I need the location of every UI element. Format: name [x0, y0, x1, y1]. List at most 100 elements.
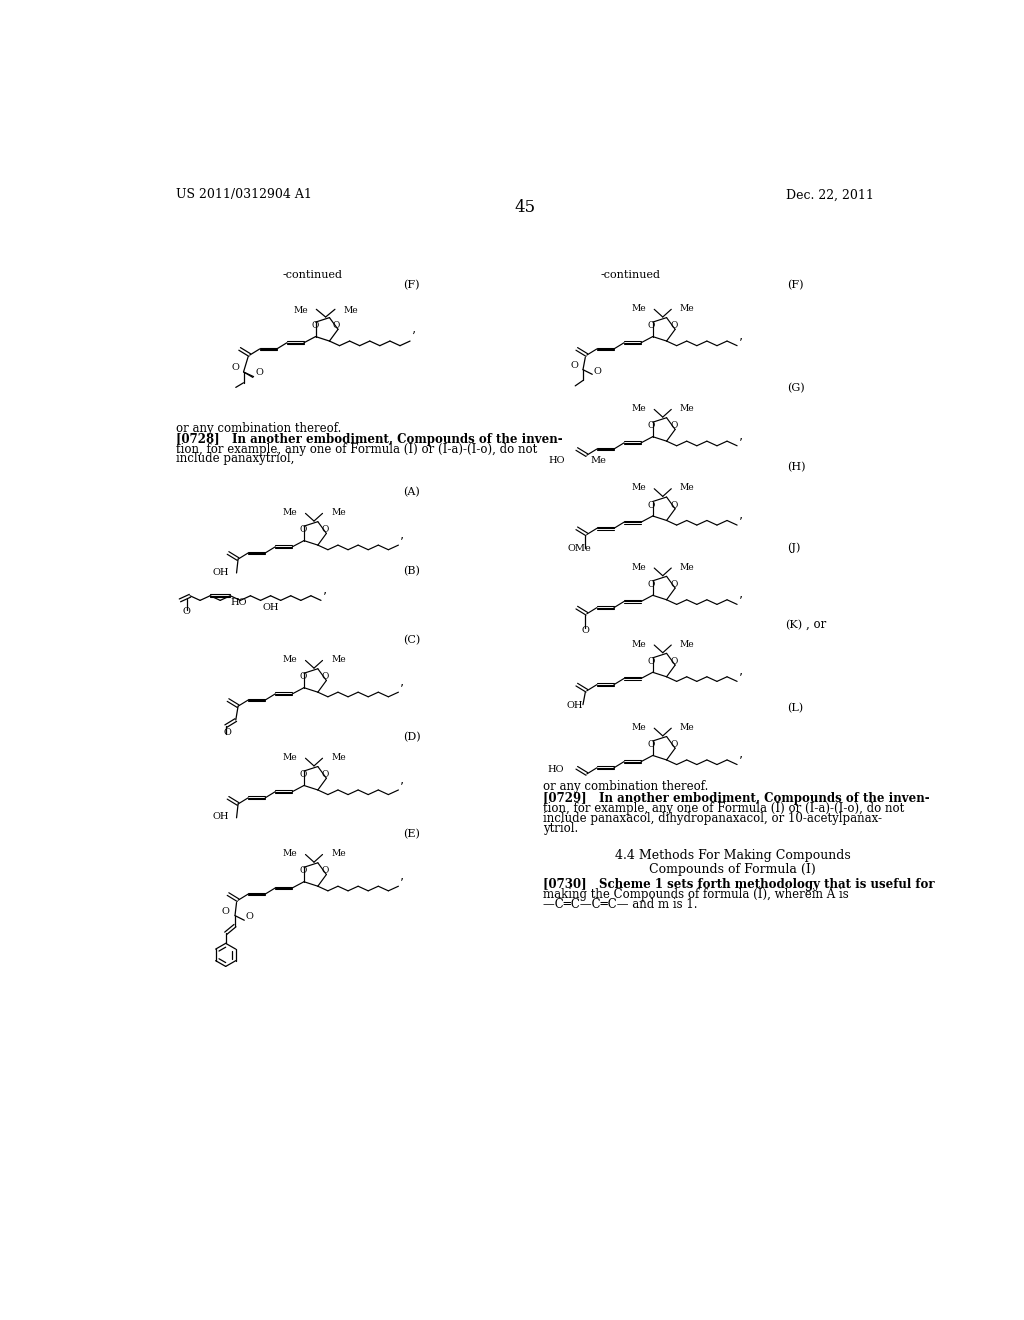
- Text: ytriol.: ytriol.: [543, 822, 578, 836]
- Text: Compounds of Formula (I): Compounds of Formula (I): [649, 863, 816, 876]
- Text: -continued: -continued: [283, 269, 343, 280]
- Text: Me: Me: [293, 306, 308, 315]
- Text: Me: Me: [631, 404, 646, 413]
- Text: O: O: [311, 321, 318, 330]
- Text: (D): (D): [403, 733, 421, 743]
- Text: 4.4 Methods For Making Compounds: 4.4 Methods For Making Compounds: [614, 849, 850, 862]
- Text: (C): (C): [403, 635, 421, 645]
- Text: ’: ’: [323, 590, 327, 603]
- Text: (A): (A): [403, 487, 420, 498]
- Text: O: O: [648, 421, 655, 430]
- Text: O: O: [322, 866, 329, 875]
- Text: 45: 45: [514, 199, 536, 216]
- Text: [0729]   In another embodiment, Compounds of the inven-: [0729] In another embodiment, Compounds …: [543, 792, 929, 805]
- Text: O: O: [582, 626, 589, 635]
- Text: or any combination thereof.: or any combination thereof.: [543, 780, 708, 793]
- Text: ’: ’: [738, 672, 742, 684]
- Text: Me: Me: [591, 455, 606, 465]
- Text: O: O: [648, 657, 655, 665]
- Text: Me: Me: [680, 640, 694, 648]
- Text: (L): (L): [786, 704, 803, 713]
- Text: tion, for example, any one of Formula (I) or (I-a)-(I-o), do not: tion, for example, any one of Formula (I…: [543, 803, 904, 816]
- Text: O: O: [333, 321, 340, 330]
- Text: Me: Me: [331, 849, 346, 858]
- Text: or any combination thereof.: or any combination thereof.: [176, 422, 341, 434]
- Text: O: O: [231, 363, 240, 372]
- Text: Me: Me: [283, 849, 297, 858]
- Text: OH: OH: [212, 568, 228, 577]
- Text: HO: HO: [547, 766, 563, 775]
- Text: OMe: OMe: [567, 544, 591, 553]
- Text: O: O: [648, 579, 655, 589]
- Text: (F): (F): [403, 280, 420, 290]
- Text: Me: Me: [680, 304, 694, 313]
- Text: include panaxacol, dihydropanaxacol, or 10-acetylpanax-: include panaxacol, dihydropanaxacol, or …: [543, 812, 882, 825]
- Text: Me: Me: [631, 304, 646, 313]
- Text: O: O: [322, 770, 329, 779]
- Text: —C═C—C═C— and m is 1.: —C═C—C═C— and m is 1.: [543, 899, 697, 911]
- Text: ’: ’: [738, 755, 742, 767]
- Text: ’: ’: [738, 594, 742, 607]
- Text: ’: ’: [738, 436, 742, 449]
- Text: O: O: [183, 607, 190, 616]
- Text: OH: OH: [262, 603, 279, 611]
- Text: (E): (E): [403, 829, 420, 840]
- Text: Me: Me: [331, 508, 346, 517]
- Text: O: O: [648, 741, 655, 748]
- Text: ’: ’: [738, 335, 742, 348]
- Text: ’: ’: [400, 535, 404, 548]
- Text: O: O: [593, 367, 601, 376]
- Text: O: O: [299, 770, 306, 779]
- Text: ’: ’: [412, 331, 416, 345]
- Text: Me: Me: [680, 404, 694, 413]
- Text: include panaxytriol,: include panaxytriol,: [176, 451, 295, 465]
- Text: O: O: [223, 729, 231, 738]
- Text: O: O: [671, 421, 678, 430]
- Text: -continued: -continued: [601, 269, 660, 280]
- Text: Me: Me: [631, 640, 646, 648]
- Text: (B): (B): [403, 566, 420, 577]
- Text: O: O: [222, 907, 229, 916]
- Text: (K): (K): [785, 620, 803, 630]
- Text: Me: Me: [631, 562, 646, 572]
- Text: [0728]   In another embodiment, Compounds of the inven-: [0728] In another embodiment, Compounds …: [176, 433, 562, 446]
- Text: O: O: [671, 741, 678, 748]
- Text: Dec. 22, 2011: Dec. 22, 2011: [785, 189, 873, 202]
- Text: O: O: [322, 525, 329, 535]
- Text: ’: ’: [738, 515, 742, 528]
- Text: Me: Me: [343, 306, 358, 315]
- Text: O: O: [671, 321, 678, 330]
- Text: Me: Me: [680, 562, 694, 572]
- Text: (F): (F): [786, 280, 803, 290]
- Text: (H): (H): [786, 462, 805, 473]
- Text: Me: Me: [631, 483, 646, 492]
- Text: Me: Me: [283, 752, 297, 762]
- Text: O: O: [255, 368, 263, 378]
- Text: O: O: [322, 672, 329, 681]
- Text: O: O: [648, 500, 655, 510]
- Text: O: O: [671, 579, 678, 589]
- Text: making the Compounds of formula (I), wherein A is: making the Compounds of formula (I), whe…: [543, 888, 848, 902]
- Text: OH: OH: [212, 812, 228, 821]
- Text: ’: ’: [400, 780, 404, 793]
- Text: Me: Me: [680, 483, 694, 492]
- Text: Me: Me: [331, 752, 346, 762]
- Text: HO: HO: [549, 455, 565, 465]
- Text: Me: Me: [331, 655, 346, 664]
- Text: [0730]   Scheme 1 sets forth methodology that is useful for: [0730] Scheme 1 sets forth methodology t…: [543, 878, 934, 891]
- Text: tion, for example, any one of Formula (I) or (I-a)-(I-o), do not: tion, for example, any one of Formula (I…: [176, 442, 538, 455]
- Text: (J): (J): [786, 543, 800, 553]
- Text: , or: , or: [806, 618, 826, 631]
- Text: O: O: [299, 672, 306, 681]
- Text: O: O: [648, 321, 655, 330]
- Text: O: O: [299, 525, 306, 535]
- Text: Me: Me: [631, 723, 646, 731]
- Text: US 2011/0312904 A1: US 2011/0312904 A1: [176, 189, 312, 202]
- Text: OH: OH: [567, 701, 584, 710]
- Text: ’: ’: [400, 682, 404, 696]
- Text: (G): (G): [786, 383, 805, 393]
- Text: O: O: [671, 657, 678, 665]
- Text: ’: ’: [400, 876, 404, 890]
- Text: O: O: [299, 866, 306, 875]
- Text: O: O: [570, 362, 579, 370]
